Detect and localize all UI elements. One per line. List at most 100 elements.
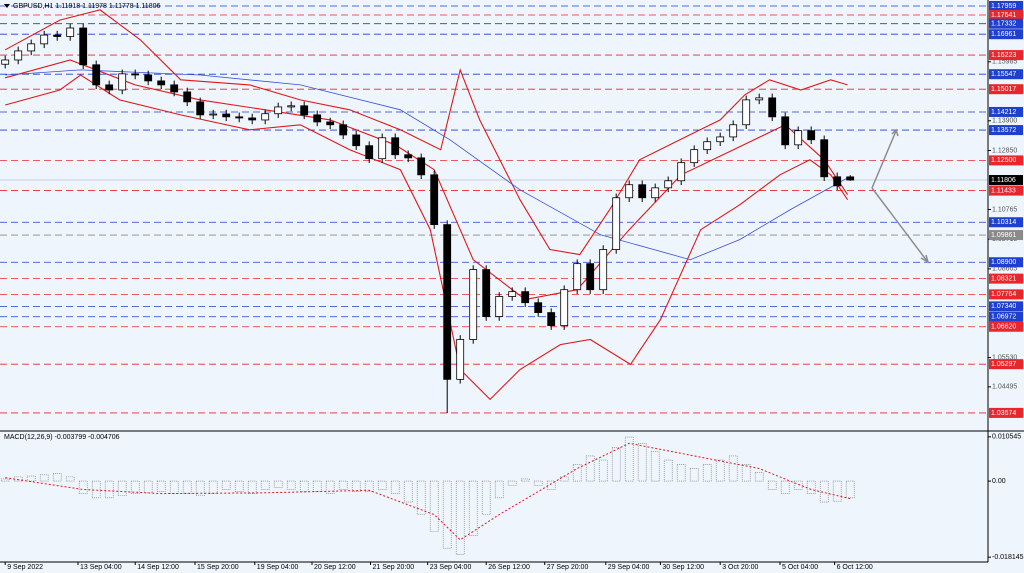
candle-body <box>209 113 218 116</box>
candle-body <box>183 91 192 103</box>
histogram-bar <box>715 459 725 482</box>
level-label-box <box>989 301 1023 312</box>
candle-body <box>287 105 296 108</box>
histogram-bar <box>676 463 686 482</box>
level-label: 1.06620 <box>991 324 1016 331</box>
candle-body <box>560 289 569 327</box>
level-label-box <box>989 9 1023 20</box>
x-tick-label: 6 Oct 12:00 <box>837 564 873 571</box>
histogram-bar <box>585 455 595 482</box>
level-label: 1.17959 <box>991 3 1016 10</box>
level-label-box <box>989 359 1023 370</box>
histogram-bar <box>455 480 465 555</box>
x-tick-label: 20 Sep 12:00 <box>314 564 356 571</box>
histogram-bar <box>624 436 634 482</box>
x-tick-label: 19 Sep 04:00 <box>257 564 299 571</box>
candle-body <box>248 117 257 121</box>
level-label-box <box>989 18 1023 29</box>
candle-body <box>521 291 530 304</box>
level-label-box <box>989 257 1023 268</box>
candle-body <box>469 269 478 340</box>
histogram-bar <box>221 480 231 490</box>
level-label-box <box>989 321 1023 332</box>
x-tick-label: 21 Sep 20:00 <box>373 564 415 571</box>
arrow-head <box>920 254 930 264</box>
candle-body <box>625 184 634 199</box>
x-tick-label: 9 Sep 2022 <box>7 564 43 571</box>
level-label: 1.16961 <box>991 31 1016 38</box>
histogram-bar <box>689 468 699 482</box>
histogram-bar <box>637 443 647 482</box>
x-tick-label: 29 Sep 04:00 <box>608 564 650 571</box>
level-label-box <box>989 185 1023 196</box>
indicator-line <box>4 9 848 256</box>
candle-body <box>664 180 673 189</box>
x-tick-label: 14 Sep 12:00 <box>137 564 179 571</box>
candle-body <box>53 34 62 37</box>
level-label: 1.03574 <box>991 410 1016 417</box>
x-tick-label: 30 Sep 12:00 <box>662 564 704 571</box>
level-label: 1.08900 <box>991 259 1016 266</box>
level-label: 1.17641 <box>991 12 1016 19</box>
candle-body <box>716 136 725 143</box>
candle-body <box>807 130 816 141</box>
level-label: 1.10314 <box>991 219 1016 226</box>
arrow-up <box>871 130 897 189</box>
histogram-bar <box>273 480 283 488</box>
menu-icon <box>4 4 10 8</box>
signal-line <box>5 442 851 541</box>
current-price-label: 1.11806 <box>991 177 1016 184</box>
level-label: 1.17332 <box>991 21 1016 28</box>
histogram-bar <box>819 480 829 503</box>
y-tick-label: 1.12850 <box>992 147 1017 154</box>
indicator-title: MACD(12,26,9) -0.003799 -0.004706 <box>4 434 120 441</box>
y-tick-label: -0.018145 <box>992 554 1024 561</box>
candle-body <box>92 64 101 86</box>
candle-body <box>300 105 309 116</box>
histogram-bar <box>533 480 543 486</box>
candle-body <box>339 124 348 136</box>
histogram-bar <box>0 478 10 482</box>
candle-body <box>846 176 855 181</box>
candle-body <box>742 99 751 126</box>
level-label-box <box>989 311 1023 322</box>
candle-body <box>534 302 543 313</box>
level-label-box <box>989 273 1023 284</box>
level-label: 1.06972 <box>991 314 1016 321</box>
candle-body <box>313 114 322 123</box>
candle-body <box>573 263 582 291</box>
histogram-bar <box>793 480 803 490</box>
histogram-bar <box>780 480 790 494</box>
candle-body <box>40 34 49 45</box>
arrow-head <box>891 128 899 137</box>
histogram-bar <box>767 480 777 490</box>
histogram-bar <box>338 480 348 490</box>
candle-body <box>495 296 504 317</box>
histogram-bar <box>364 480 374 492</box>
level-label-box <box>989 69 1023 80</box>
candle-body <box>768 97 777 118</box>
indicator-line <box>5 74 849 401</box>
histogram-bar <box>702 463 712 482</box>
level-label: 1.07764 <box>991 291 1016 298</box>
histogram-bar <box>247 480 257 494</box>
candle-body <box>274 106 283 115</box>
candle-body <box>820 139 829 178</box>
histogram-bar <box>754 472 764 482</box>
candle-body <box>352 134 361 147</box>
x-tick-label: 3 Oct 20:00 <box>722 564 758 571</box>
histogram-bar <box>559 476 569 482</box>
level-label-box <box>989 217 1023 228</box>
level-label-box <box>989 407 1023 418</box>
histogram-bar <box>741 463 751 482</box>
histogram-bar <box>390 480 400 494</box>
histogram-bar <box>442 480 452 549</box>
candle-body <box>781 116 790 146</box>
y-tick-label: 1.15985 <box>992 59 1017 66</box>
histogram-bar <box>286 480 296 490</box>
candle-body <box>430 174 439 226</box>
histogram-bar <box>143 480 153 494</box>
candle-body <box>79 27 88 66</box>
